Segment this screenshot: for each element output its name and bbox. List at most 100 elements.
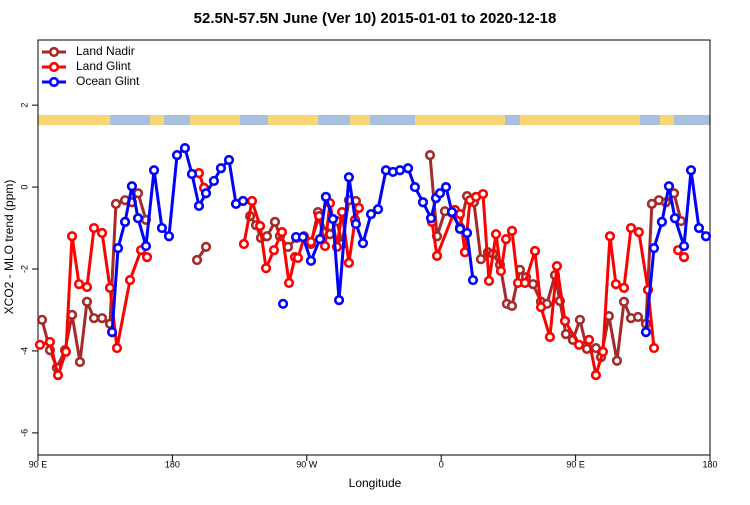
data-point (446, 206, 458, 218)
data-point (519, 277, 531, 289)
legend-label: Land Glint (76, 59, 131, 73)
data-point (156, 222, 168, 234)
data-point (254, 220, 266, 232)
data-point (618, 282, 630, 293)
x-tick-label: 0 (439, 459, 444, 469)
data-point (119, 216, 131, 227)
x-tick-label: 180 (165, 459, 180, 469)
data-point (417, 197, 429, 208)
data-point (140, 240, 152, 252)
data-point (191, 254, 203, 266)
data-point (305, 255, 317, 266)
data-point (350, 218, 362, 230)
data-point (685, 165, 697, 176)
data-point (292, 252, 304, 264)
data-point (700, 231, 712, 242)
data-point (319, 240, 331, 252)
data-point (171, 150, 183, 161)
data-point (372, 204, 384, 215)
data-point (618, 296, 630, 307)
land-strip (190, 115, 240, 125)
data-point (81, 296, 93, 307)
data-point (574, 314, 586, 325)
data-point (132, 213, 144, 224)
data-point (353, 202, 365, 214)
data-point (88, 222, 100, 234)
x-axis-label: Longitude (349, 476, 402, 490)
data-point (81, 281, 93, 293)
data-point (111, 342, 123, 354)
data-point (669, 213, 681, 224)
data-point (590, 370, 602, 381)
data-point (693, 222, 705, 234)
data-point (506, 225, 518, 237)
data-point (327, 213, 339, 225)
data-point (475, 254, 487, 265)
data-point (559, 315, 571, 327)
data-point (163, 231, 175, 242)
data-point (625, 222, 637, 234)
data-point (148, 165, 160, 176)
data-point (36, 314, 48, 325)
x-tick-label: 90 E (566, 459, 585, 469)
data-point (74, 356, 86, 368)
data-point (477, 188, 489, 200)
data-point (440, 181, 452, 193)
data-point (597, 346, 609, 357)
data-point (215, 163, 227, 174)
data-point (483, 275, 495, 286)
data-point (305, 236, 317, 248)
legend-marker (48, 61, 60, 73)
data-point (126, 181, 138, 192)
legend-marker (48, 76, 60, 88)
x-tick-label: 90 W (296, 459, 318, 469)
data-point (223, 154, 235, 166)
data-point (490, 229, 502, 240)
data-point (583, 334, 595, 345)
data-point (237, 195, 249, 207)
data-point (238, 238, 250, 250)
data-point (343, 257, 355, 268)
y-tick-label: -4 (19, 347, 29, 355)
data-point (402, 163, 414, 174)
data-point (283, 277, 295, 289)
data-point (66, 231, 78, 242)
legend-marker (48, 46, 60, 58)
data-point (495, 265, 507, 277)
data-point (425, 213, 437, 224)
data-point (663, 181, 675, 192)
data-point (357, 238, 369, 249)
y-tick-label: 2 (19, 103, 29, 108)
data-point (454, 223, 466, 234)
data-point (200, 188, 212, 199)
data-point (648, 243, 660, 254)
data-point (261, 231, 273, 242)
data-point (604, 231, 616, 242)
data-point (656, 216, 668, 227)
data-point (611, 355, 623, 366)
land-strip (415, 115, 505, 125)
data-point (640, 326, 652, 338)
data-point (269, 216, 281, 227)
data-point (73, 279, 85, 290)
land-strip (520, 115, 640, 125)
land-strip (38, 115, 110, 125)
legend-label: Land Nadir (76, 44, 135, 58)
data-point (96, 313, 108, 324)
data-point (506, 300, 518, 311)
data-point (529, 245, 541, 257)
data-point (454, 209, 466, 220)
data-point (260, 263, 272, 274)
data-point (88, 313, 100, 324)
land-strip (660, 115, 674, 125)
chart-title: 52.5N-57.5N June (Ver 10) 2015-01-01 to … (194, 10, 557, 27)
data-point (467, 274, 479, 286)
y-tick-label: 0 (19, 185, 29, 190)
data-point (544, 331, 556, 343)
y-tick-label: -6 (19, 429, 29, 437)
data-point (560, 329, 571, 340)
data-point (276, 227, 288, 238)
